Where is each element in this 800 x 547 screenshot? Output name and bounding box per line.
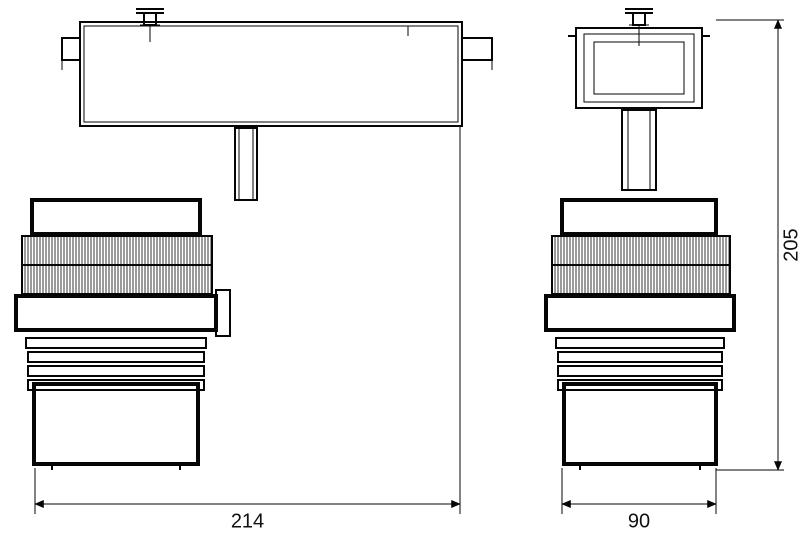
dim-height-label: 205 xyxy=(780,228,800,261)
dim-depth-label: 90 xyxy=(628,510,650,532)
dim-width-label: 214 xyxy=(231,510,264,532)
technical-drawing-svg: 214 90 205 xyxy=(0,0,800,547)
